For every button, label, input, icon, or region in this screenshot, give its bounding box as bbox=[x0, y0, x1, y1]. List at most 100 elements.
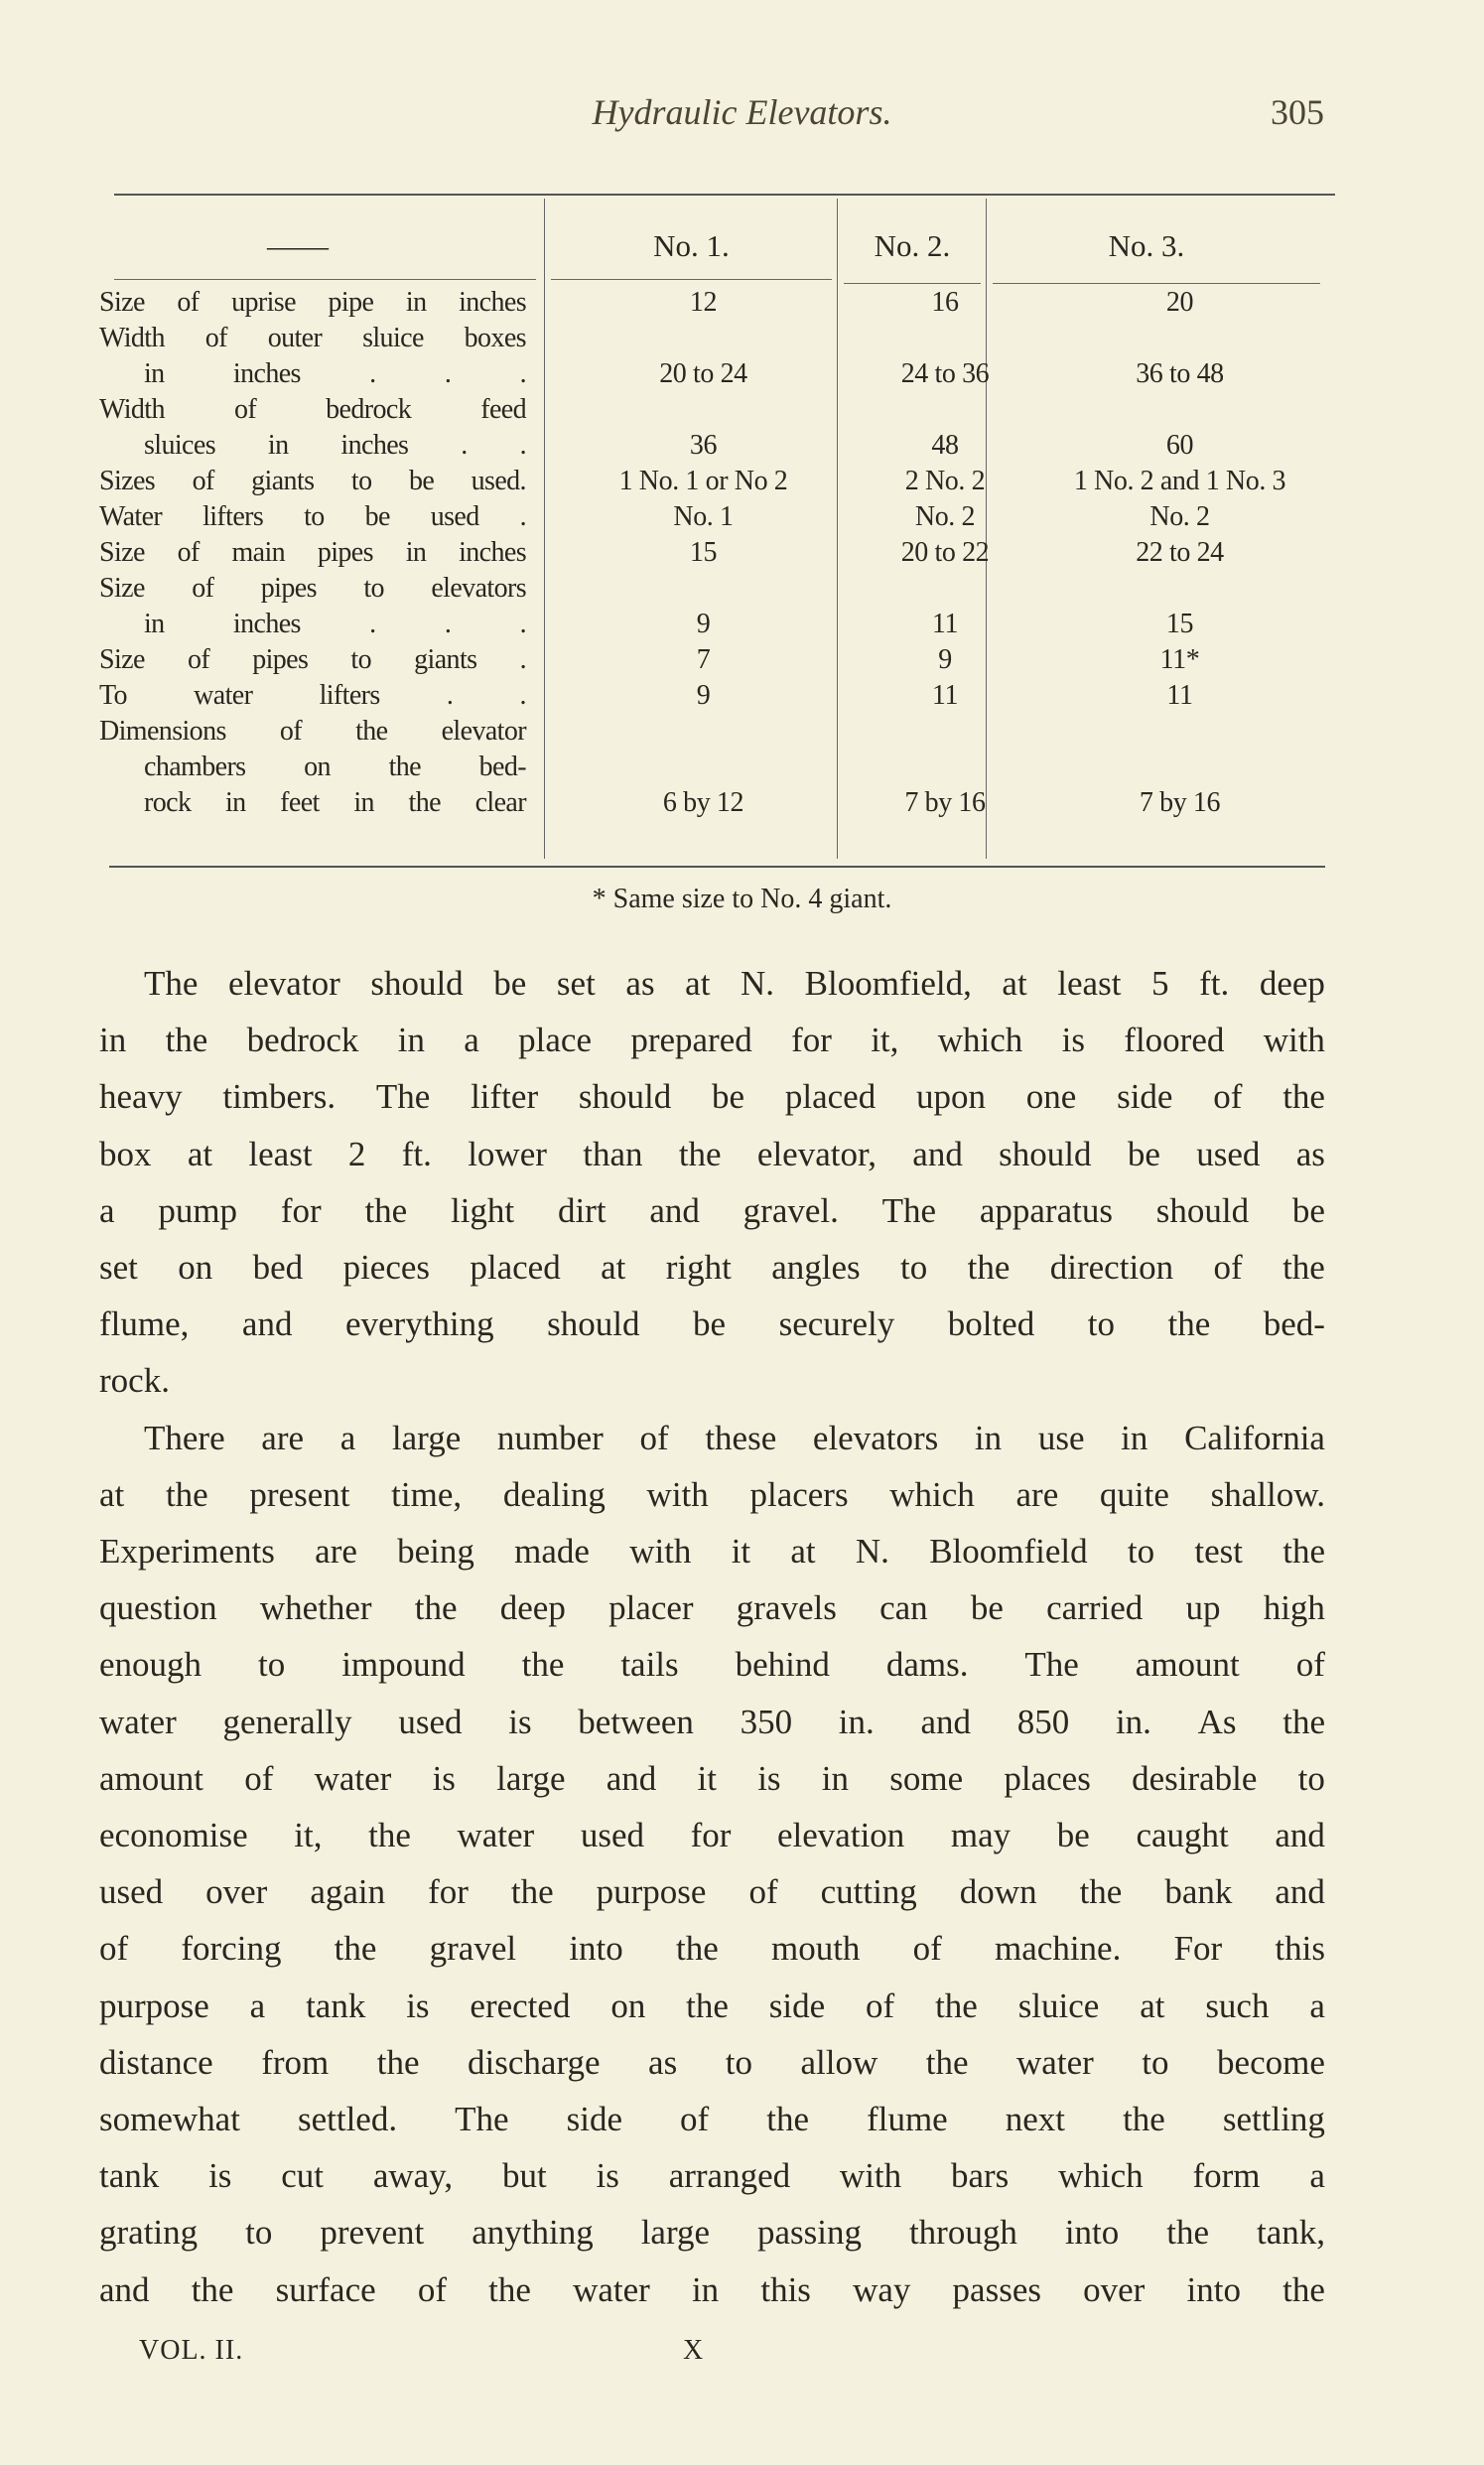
row-label-line: chambers on the bed- bbox=[144, 752, 527, 782]
table-row: Size of pipes to elevators in inches... 9 11 15 bbox=[99, 571, 1335, 642]
text-line: box at least 2 ft. lower than the elevator, and sh… bbox=[99, 1134, 1325, 1173]
row-label: Width of outer sluice boxes in inches... bbox=[99, 321, 527, 392]
text-line: The elevator should be set as at N. Bloomfield, a… bbox=[144, 964, 1325, 1003]
table-cell: 20 bbox=[1165, 287, 1194, 318]
header-rule bbox=[993, 283, 1320, 284]
table-row: Sizes of giants to be used. 1 No. 1 or No 2 2 N… bbox=[99, 464, 1335, 499]
row-label-line: Sizes of giants to be used. bbox=[99, 466, 527, 496]
table-cell: 7 by 16 bbox=[1139, 787, 1221, 818]
table-top-rule bbox=[114, 194, 1335, 196]
body-text: The elevator should be set as at N. Bloomfield, a… bbox=[99, 955, 1325, 2318]
table-corner: —— bbox=[267, 228, 329, 263]
table-cell: No. 1 bbox=[673, 501, 734, 532]
row-label: Dimensions of the elevator chambers on the bed-… bbox=[99, 714, 527, 821]
volume-mark: VOL. II. bbox=[139, 2335, 244, 2366]
table-cell: 15 bbox=[1165, 609, 1194, 639]
row-label: Water lifters to be used. bbox=[99, 499, 527, 535]
table-row: Water lifters to be used. No. 1 No. 2 No. 2 bbox=[99, 499, 1335, 535]
text-line: enough to impound the tails behind dams. The amo… bbox=[99, 1645, 1325, 1685]
text-line: economise it, the water used for elevation may b… bbox=[99, 1816, 1325, 1855]
table-cell: 9 bbox=[696, 680, 711, 711]
text-line: used over again for the purpose of cutting down t… bbox=[99, 1872, 1325, 1912]
row-label-line: To water lifters.. bbox=[99, 680, 527, 711]
table-cell: 7 bbox=[696, 644, 711, 675]
table-cell: 2 No. 2 bbox=[904, 466, 986, 496]
text-line: heavy timbers. The lifter should be placed upon… bbox=[99, 1077, 1325, 1117]
table-cell: 20 to 24 bbox=[659, 358, 747, 389]
text-line: in the bedrock in a place prepared for it, which i… bbox=[99, 1021, 1325, 1060]
row-label-line: Dimensions of the elevator bbox=[99, 716, 527, 747]
table-cell: 12 bbox=[689, 287, 718, 318]
text-line: distance from the discharge as to allow the wate… bbox=[99, 2042, 1325, 2082]
table-cell: 36 to 48 bbox=[1136, 358, 1224, 389]
column-header: No. 2. bbox=[874, 228, 951, 263]
table-cell: 9 bbox=[938, 644, 952, 675]
table-row: Width of bedrock feed sluices in inches.. 36 48 6… bbox=[99, 392, 1335, 464]
row-label: Width of bedrock feed sluices in inches.. bbox=[99, 392, 527, 464]
table-cell: 7 by 16 bbox=[904, 787, 986, 818]
row-label: To water lifters.. bbox=[99, 678, 527, 714]
text-line: question whether the deep placer gravels can be… bbox=[99, 1588, 1325, 1628]
row-label-line: Size of pipes to elevators bbox=[99, 573, 527, 604]
table-row: Width of outer sluice boxes in inches... 20 to … bbox=[99, 321, 1335, 392]
row-label-line: sluices in inches.. bbox=[144, 430, 527, 461]
text-line: of forcing the gravel into the mouth of machine.… bbox=[99, 1929, 1325, 1969]
column-header: No. 3. bbox=[1108, 228, 1185, 263]
table-cell: 6 by 12 bbox=[662, 787, 744, 818]
table-cell: 36 bbox=[689, 430, 718, 461]
signature-mark: X bbox=[683, 2335, 705, 2366]
table-bottom-rule bbox=[109, 866, 1325, 868]
text-line: water generally used is between 350 in. and 850 i… bbox=[99, 1702, 1325, 1741]
table-footnote: * Same size to No. 4 giant. bbox=[592, 884, 892, 914]
header-rule bbox=[844, 283, 981, 284]
text-line: grating to prevent anything large passing thro… bbox=[99, 2213, 1325, 2253]
table-row: Size of uprise pipe in inches 12 16 20 bbox=[99, 285, 1335, 321]
table-cell: 1 No. 2 and 1 No. 3 bbox=[1073, 466, 1286, 496]
table-cell: 60 bbox=[1165, 430, 1194, 461]
table-cell: No. 2 bbox=[914, 501, 976, 532]
table-cell: 15 bbox=[689, 537, 718, 568]
table-cell: 11 bbox=[1166, 680, 1193, 711]
text-line: set on bed pieces placed at right angles to the di… bbox=[99, 1248, 1325, 1288]
row-label-line: Width of bedrock feed bbox=[99, 394, 527, 425]
text-line: tank is cut away, but is arranged with bars which… bbox=[99, 2156, 1325, 2196]
table-cell: 11 bbox=[931, 609, 959, 639]
row-label-line: Water lifters to be used. bbox=[99, 501, 527, 532]
row-label-line: rock in feet in the clear bbox=[144, 787, 527, 818]
table-cell: 11 bbox=[931, 680, 959, 711]
table-row: Dimensions of the elevator chambers on the bed-… bbox=[99, 714, 1335, 821]
row-label: Size of pipes to giants. bbox=[99, 642, 527, 678]
text-line: rock. bbox=[99, 1361, 170, 1401]
column-header: No. 1. bbox=[653, 228, 730, 263]
text-line: a pump for the light dirt and gravel. The apparat… bbox=[99, 1190, 1325, 1230]
table-cell: 11* bbox=[1159, 644, 1200, 675]
row-label: Size of main pipes in inches bbox=[99, 535, 527, 571]
table-row: Size of pipes to giants. 7 9 11* bbox=[99, 642, 1335, 678]
row-label-line: Size of uprise pipe in inches bbox=[99, 287, 527, 318]
table-cell: 20 to 22 bbox=[900, 537, 990, 568]
table-cell: 1 No. 1 or No 2 bbox=[618, 466, 788, 496]
row-label: Size of uprise pipe in inches bbox=[99, 285, 527, 321]
column-divider bbox=[986, 199, 987, 859]
row-label-line: Size of main pipes in inches bbox=[99, 537, 527, 568]
table-row: To water lifters.. 9 11 11 bbox=[99, 678, 1335, 714]
table-cell: 22 to 24 bbox=[1136, 537, 1224, 568]
column-divider bbox=[837, 199, 838, 859]
table-body: Size of uprise pipe in inches 12 16 20 Width of out… bbox=[99, 285, 1335, 821]
table-cell: 24 to 36 bbox=[900, 358, 990, 389]
page-number: 305 bbox=[1271, 92, 1324, 132]
text-line: purpose a tank is erected on the side of the sluic… bbox=[99, 1986, 1325, 2025]
running-title: Hydraulic Elevators. bbox=[592, 92, 892, 132]
text-line: flume, and everything should be securely bolte… bbox=[99, 1304, 1325, 1344]
table-cell: 9 bbox=[696, 609, 711, 639]
row-label-line: Size of pipes to giants. bbox=[99, 644, 527, 675]
text-line: at the present time, dealing with placers which… bbox=[99, 1474, 1325, 1514]
row-label-line: in inches... bbox=[144, 609, 527, 639]
row-label-line: Width of outer sluice boxes bbox=[99, 323, 527, 353]
table-cell: 48 bbox=[931, 430, 959, 461]
table-cell: No. 2 bbox=[1149, 501, 1210, 532]
header-rule bbox=[551, 279, 832, 280]
text-line: and the surface of the water in this way passes ov… bbox=[99, 2269, 1325, 2309]
text-line: Experiments are being made with it at N. Bloomfi… bbox=[99, 1532, 1325, 1572]
column-divider bbox=[544, 199, 545, 859]
